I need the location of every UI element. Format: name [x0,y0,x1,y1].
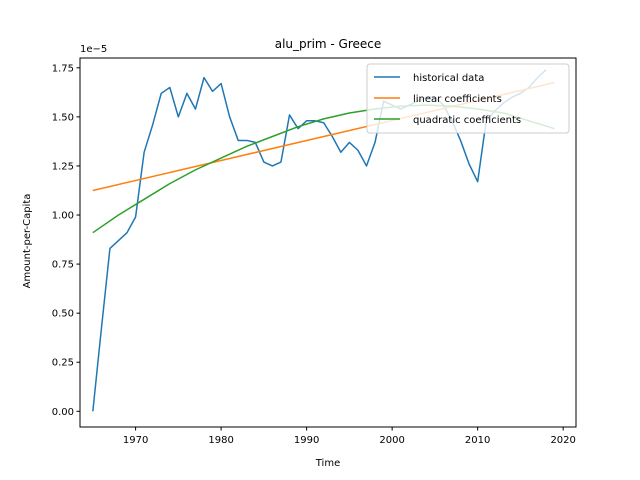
legend-label-2: quadratic coefficients [413,115,521,126]
legend-label-0: historical data [413,73,484,84]
x-tick-label-4: 2010 [465,435,490,446]
y-tick-label-1: 0.25 [52,358,74,369]
y-tick-label-4: 1.00 [52,211,74,222]
x-axis-title: Time [315,458,340,469]
legend-label-1: linear coefficients [413,94,502,105]
x-tick-label-5: 2020 [550,435,575,446]
legend-box [366,63,570,134]
y-axis-offset-label: 1e−5 [80,44,107,55]
legend: historical data linear coefficients quadra… [366,63,570,134]
x-tick-label-3: 2000 [379,435,404,446]
chart-title: alu_prim - Greece [275,37,382,51]
y-axis-title: Amount-per-Capita [22,194,33,289]
y-tick-label-7: 1.75 [52,63,74,74]
series-line-0 [92,69,547,412]
y-tick-label-5: 1.25 [52,161,74,172]
y-tick-label-6: 1.50 [52,112,74,123]
x-tick-label-0: 1970 [123,435,148,446]
x-tick-label-2: 1990 [294,435,319,446]
y-tick-label-0: 0.00 [52,407,74,418]
plot-frame [79,57,577,428]
y-tick-label-3: 0.75 [52,260,74,271]
x-tick-label-1: 1980 [208,435,233,446]
ticks-layer: 1970 1980 1990 2000 2010 2020 0.00 0.25 0.50 0.75… [52,63,576,446]
y-tick-label-2: 0.50 [52,309,74,320]
